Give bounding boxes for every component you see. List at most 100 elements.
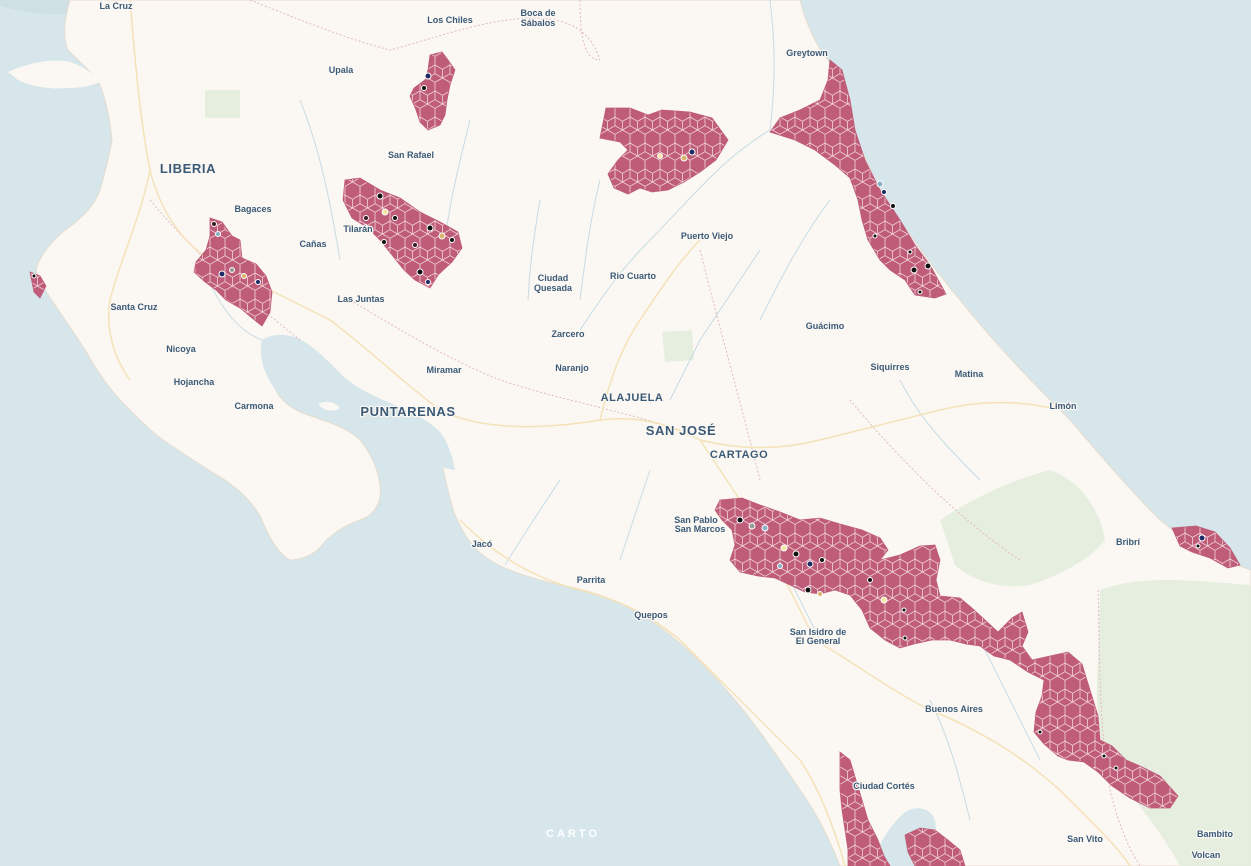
observation-dot	[657, 153, 663, 159]
label-nicoya: Nicoya	[166, 344, 197, 354]
observation-dot	[872, 233, 878, 239]
observation-dot	[917, 289, 923, 295]
label-las-juntas: Las Juntas	[337, 294, 384, 304]
gulf-island	[318, 401, 340, 411]
observation-dot	[421, 85, 427, 91]
label-upala: Upala	[329, 65, 355, 75]
observation-dot	[449, 237, 455, 243]
observation-dot	[215, 231, 221, 237]
label-bambito: Bambito	[1197, 829, 1234, 839]
label-bribri: Bribrí	[1116, 537, 1141, 547]
label-san-vito: San Vito	[1067, 834, 1103, 844]
label-boca-de: Boca de	[520, 8, 555, 18]
label-bagaces: Bagaces	[234, 204, 271, 214]
hex-cluster-tilaran	[342, 177, 463, 289]
label-puntarenas: PUNTARENAS	[360, 404, 455, 419]
label-parrita: Parrita	[577, 575, 607, 585]
hex-cluster-caribbean	[769, 59, 947, 299]
observation-dot	[241, 273, 247, 279]
observation-dot	[1198, 534, 1206, 542]
label-volcan: Volcan	[1192, 850, 1221, 860]
observation-dot	[902, 635, 908, 641]
observation-dot	[777, 563, 783, 569]
label-cartago: CARTAGO	[710, 449, 768, 461]
hexbin-clusters	[29, 51, 1241, 866]
gulf-of-nicoya	[260, 334, 455, 470]
label-san-rafael: San Rafael	[388, 150, 434, 160]
hex-cluster-san-isidro	[714, 497, 1179, 809]
observation-dot	[1195, 543, 1201, 549]
label-canas: Cañas	[299, 239, 326, 249]
label-quesada: Quesada	[534, 283, 573, 293]
observation-dot	[901, 607, 907, 613]
observation-dot	[376, 192, 384, 200]
label-naranjo: Naranjo	[555, 363, 589, 373]
observation-dot	[229, 267, 235, 273]
label-hojancha: Hojancha	[174, 377, 216, 387]
observation-dot	[780, 544, 788, 552]
label-los-chiles: Los Chiles	[427, 15, 473, 25]
label-buenos-aires: Buenos Aires	[925, 704, 983, 714]
observation-dot	[680, 154, 688, 162]
observation-dot	[412, 242, 418, 248]
park-area	[940, 470, 1105, 587]
label-san-isidro: San Isidro de	[790, 627, 847, 637]
observation-dot	[890, 203, 896, 209]
admin-borders	[149, 0, 1141, 866]
observation-dot	[881, 189, 887, 195]
label-quepos: Quepos	[634, 610, 668, 620]
observation-dot	[1101, 753, 1107, 759]
observation-dot	[907, 249, 913, 255]
observation-dot	[425, 279, 431, 285]
observation-dot	[688, 148, 696, 156]
park-area	[662, 330, 694, 362]
observation-dot	[819, 557, 825, 563]
observation-dot	[910, 266, 918, 274]
label-ciudad: Ciudad	[538, 273, 569, 283]
observation-dot	[736, 516, 744, 524]
observation-dot	[817, 591, 823, 597]
hex-cluster-bribri	[1171, 525, 1241, 569]
peninsula-santa-elena	[8, 60, 100, 89]
label-san-pablo: San Pablo	[674, 515, 718, 525]
observation-dot	[424, 72, 432, 80]
label-rio-cuarto: Rio Cuarto	[610, 271, 657, 281]
carto-logo[interactable]: CARTO	[546, 828, 600, 840]
observation-dot	[392, 215, 398, 221]
observation-dot	[876, 180, 884, 188]
observation-dot	[255, 279, 261, 285]
observation-dot	[218, 270, 226, 278]
observation-dot	[806, 560, 814, 568]
observation-dot	[1113, 765, 1119, 771]
label-santa-cruz: Santa Cruz	[110, 302, 158, 312]
observation-dot	[792, 550, 800, 558]
label-liberia: LIBERIA	[160, 161, 216, 176]
carto-logo-text: CARTO	[546, 828, 600, 840]
observation-dot	[381, 239, 387, 245]
label-guacimo: Guácimo	[806, 321, 845, 331]
observation-dot	[867, 577, 873, 583]
label-el-general: El General	[796, 636, 841, 646]
observation-dot	[880, 596, 888, 604]
observation-dot	[1037, 729, 1043, 735]
park-area	[205, 90, 240, 118]
observation-dot	[761, 524, 769, 532]
roads	[107, 0, 1131, 866]
observation-dot	[211, 221, 217, 227]
label-jaco: Jacó	[472, 539, 493, 549]
observation-dot	[426, 224, 434, 232]
label-tilaran: Tilarán	[343, 224, 372, 234]
observation-dot	[438, 232, 446, 240]
hex-cluster-osa	[904, 827, 966, 866]
label-sabalos: Sábalos	[521, 18, 556, 28]
observation-dot	[381, 208, 389, 216]
observation-points	[31, 72, 1206, 771]
label-miramar: Miramar	[426, 365, 462, 375]
label-la-cruz: La Cruz	[99, 1, 133, 11]
observation-dot	[363, 215, 369, 221]
hex-cluster-sarapiqui	[599, 107, 729, 195]
label-puerto-viejo: Puerto Viejo	[681, 231, 734, 241]
label-siquirres: Siquirres	[870, 362, 909, 372]
label-zarcero: Zarcero	[551, 329, 585, 339]
